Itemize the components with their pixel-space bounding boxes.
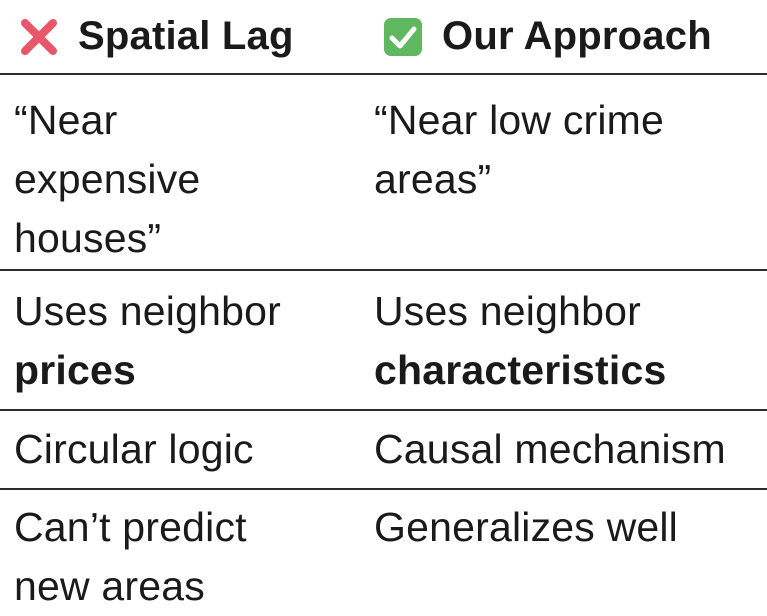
row-4-left-line-2: new areas [14, 563, 205, 609]
row-2-right-bold: characteristics [374, 347, 667, 393]
row-1-right-cell: “Near low crime areas” [372, 91, 767, 269]
table-row: Uses neighbor prices Uses neighbor chara… [0, 271, 767, 411]
header-left-label: Spatial Lag [78, 14, 294, 58]
row-2-left-bold: prices [14, 347, 136, 393]
check-box-icon [382, 16, 424, 58]
row-2-right-cell: Uses neighbor characteristics [372, 282, 767, 409]
header-spatial-lag: Spatial Lag [0, 7, 372, 66]
row-3-right-cell: Causal mechanism [372, 420, 767, 488]
row-3-right-text: Causal mechanism [374, 426, 726, 472]
row-3-left-text: Circular logic [14, 426, 254, 472]
table-header-row: Spatial Lag Our Approach [0, 0, 767, 75]
row-4-left-line-1: Can’t predict [14, 504, 247, 550]
row-3-left-cell: Circular logic [0, 420, 372, 488]
row-1-left-line-1: “Near [14, 97, 118, 143]
row-4-left-cell: Can’t predict new areas [0, 498, 372, 612]
row-2-left-cell: Uses neighbor prices [0, 282, 372, 409]
row-1-right-line-1: “Near low crime [374, 97, 665, 143]
row-1-right-line-2: areas” [374, 156, 492, 202]
row-1-left-cell: “Near expensive houses” [0, 91, 372, 269]
row-1-left-line-2: expensive [14, 156, 201, 202]
row-4-right-cell: Generalizes well [372, 498, 767, 612]
table-row: Can’t predict new areas Generalizes well [0, 490, 767, 612]
row-2-left-text: Uses neighbor [14, 288, 281, 334]
cross-mark-icon [18, 16, 60, 58]
table-row: Circular logic Causal mechanism [0, 411, 767, 490]
row-1-left-line-3: houses” [14, 215, 162, 261]
table-row: “Near expensive houses” “Near low crime … [0, 75, 767, 271]
row-2-right-text: Uses neighbor [374, 288, 641, 334]
row-4-right-text: Generalizes well [374, 504, 678, 550]
header-our-approach: Our Approach [372, 7, 767, 66]
header-right-label: Our Approach [442, 14, 712, 58]
